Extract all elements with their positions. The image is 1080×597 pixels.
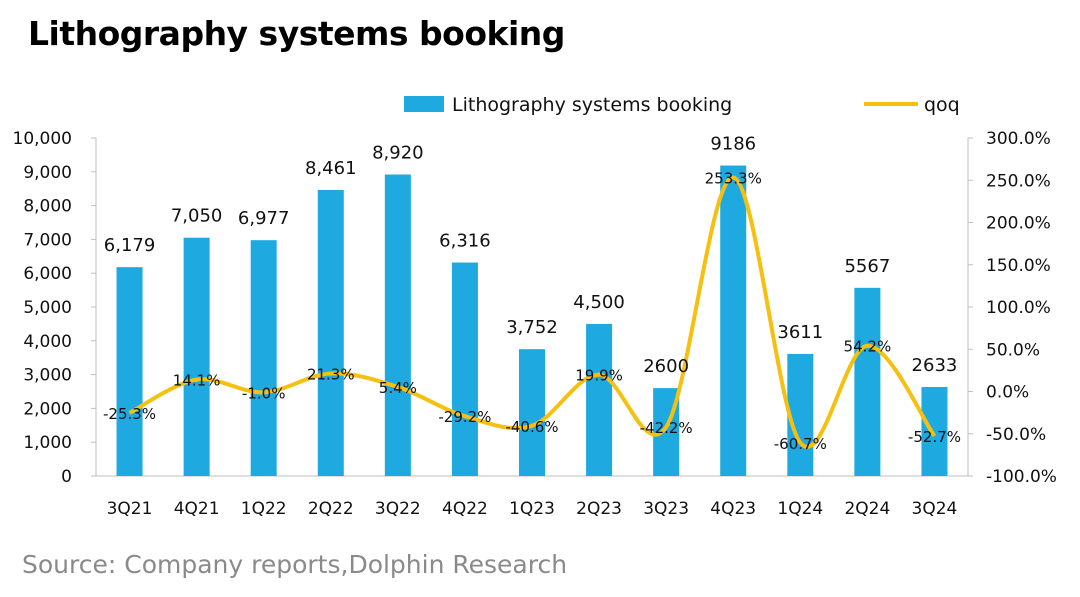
qoq-value-label: -1.0% bbox=[242, 384, 286, 402]
x-tick-label: 2Q24 bbox=[844, 499, 890, 519]
legend-line-label: qoq bbox=[924, 94, 960, 116]
bar-value-label: 5567 bbox=[844, 256, 890, 277]
bar bbox=[519, 349, 545, 476]
qoq-line bbox=[128, 175, 937, 449]
left-tick-label: 8,000 bbox=[23, 197, 72, 217]
bar bbox=[586, 323, 613, 476]
bar bbox=[384, 174, 411, 476]
right-tick-label: 200.0% bbox=[986, 214, 1051, 234]
x-tick-label: 4Q23 bbox=[710, 499, 756, 519]
chart-title: Lithography systems booking bbox=[28, 14, 565, 53]
x-tick-label: 2Q23 bbox=[576, 499, 622, 519]
x-tick-label: 3Q22 bbox=[375, 499, 421, 519]
qoq-value-label: -40.6% bbox=[505, 418, 558, 436]
right-tick-label: 50.0% bbox=[986, 340, 1040, 360]
bar-value-label: 9186 bbox=[710, 134, 756, 155]
bar-series bbox=[116, 165, 948, 477]
bar bbox=[921, 387, 948, 476]
bar-value-label: 6,977 bbox=[238, 208, 290, 229]
bar bbox=[183, 237, 210, 476]
legend-bar-swatch bbox=[404, 96, 444, 112]
left-tick-label: 3,000 bbox=[23, 366, 72, 386]
bar-value-label: 3611 bbox=[777, 322, 823, 343]
x-tick-label: 2Q22 bbox=[308, 499, 354, 519]
x-tick-label: 4Q21 bbox=[174, 499, 220, 519]
bar bbox=[250, 240, 277, 476]
left-tick-label: 6,000 bbox=[23, 264, 72, 284]
x-tick-label: 3Q23 bbox=[643, 499, 689, 519]
x-tick-label: 1Q22 bbox=[241, 499, 287, 519]
legend: Lithography systems booking qoq bbox=[404, 94, 960, 116]
bar bbox=[116, 267, 143, 476]
bar-value-label: 3,752 bbox=[506, 317, 558, 338]
bar bbox=[854, 287, 881, 476]
qoq-value-label: -25.3% bbox=[103, 405, 156, 423]
right-tick-label: 150.0% bbox=[986, 256, 1051, 276]
bar-value-label: 6,316 bbox=[439, 231, 491, 252]
right-tick-label: -100.0% bbox=[986, 467, 1057, 487]
right-tick-label: 0.0% bbox=[986, 383, 1029, 403]
bar bbox=[787, 353, 814, 476]
qoq-value-label: 14.1% bbox=[173, 372, 221, 390]
left-tick-label: 1,000 bbox=[23, 433, 72, 453]
left-tick-label: 4,000 bbox=[23, 332, 72, 352]
qoq-value-label: -42.2% bbox=[640, 419, 693, 437]
bar-value-label: 2600 bbox=[643, 356, 689, 377]
x-tick-label: 3Q21 bbox=[107, 499, 153, 519]
x-tick-label: 1Q24 bbox=[777, 499, 823, 519]
bar bbox=[317, 190, 344, 477]
bar bbox=[720, 165, 747, 477]
left-tick-label: 9,000 bbox=[23, 163, 72, 183]
source-note: Source: Company reports,Dolphin Research bbox=[22, 550, 568, 579]
left-tick-label: 2,000 bbox=[23, 399, 72, 419]
bar-value-label: 7,050 bbox=[171, 206, 223, 227]
qoq-value-label: 253.3% bbox=[705, 169, 762, 187]
left-tick-label: 0 bbox=[61, 467, 72, 487]
bar-value-label: 6,179 bbox=[104, 235, 156, 256]
data-labels: 6,179 7,050 6,977 8,461 8,920 6,316 3,752 4,500… bbox=[103, 134, 961, 453]
bar-value-label: 2633 bbox=[912, 355, 958, 376]
bar-value-label: 8,461 bbox=[305, 158, 357, 179]
axes: 0 1,000 2,000 3,000 4,000 5,000 6,000 7,000 8,00… bbox=[13, 129, 1057, 519]
qoq-value-label: -29.2% bbox=[438, 408, 491, 426]
x-tick-label: 4Q22 bbox=[442, 499, 488, 519]
bar bbox=[451, 262, 478, 476]
qoq-value-label: 54.2% bbox=[844, 338, 892, 356]
right-tick-label: 250.0% bbox=[986, 171, 1051, 191]
left-tick-label: 10,000 bbox=[13, 129, 72, 149]
x-tick-label: 1Q23 bbox=[509, 499, 555, 519]
qoq-value-label: -60.7% bbox=[774, 435, 827, 453]
x-tick-label: 3Q24 bbox=[912, 499, 958, 519]
left-tick-label: 5,000 bbox=[23, 298, 72, 318]
qoq-value-label: 5.4% bbox=[379, 379, 417, 397]
left-tick-label: 7,000 bbox=[23, 230, 72, 250]
bar-value-label: 4,500 bbox=[573, 292, 625, 313]
right-tick-label: -50.0% bbox=[986, 425, 1046, 445]
line-series bbox=[128, 175, 937, 449]
bar-value-label: 8,920 bbox=[372, 143, 424, 164]
right-tick-label: 300.0% bbox=[986, 129, 1051, 149]
legend-bar-label: Lithography systems booking bbox=[452, 94, 732, 116]
qoq-value-label: 19.9% bbox=[575, 367, 623, 385]
right-tick-label: 100.0% bbox=[986, 298, 1051, 318]
qoq-value-label: 21.3% bbox=[307, 366, 355, 384]
qoq-value-label: -52.7% bbox=[908, 428, 961, 446]
